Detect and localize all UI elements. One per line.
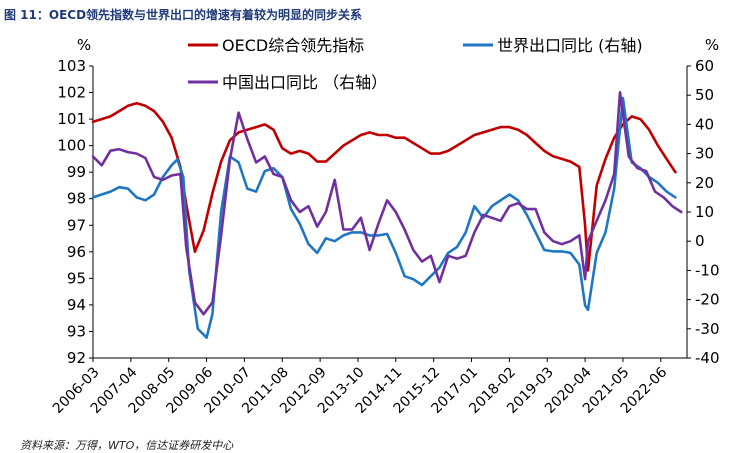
figure-title: 图 11：OECD领先指数与世界出口的增速有着较为明显的同步关系 [4, 8, 363, 22]
series-group [91, 91, 683, 339]
right-axis-tick-label: 0 [695, 232, 705, 250]
legend-world-export-label: 世界出口同比 (右轴) [497, 36, 643, 55]
left-axis-tick-label: 98 [67, 190, 86, 208]
right-axis-tick-label: 60 [695, 57, 714, 75]
right-axis-unit: % [705, 36, 719, 54]
figure-source: 资料来源：万得，WTO，信达证券研发中心 [20, 439, 234, 452]
left-axis-tick-label: 94 [67, 296, 86, 314]
left-axis-tick-label: 95 [67, 269, 86, 287]
left-axis-tick-label: 97 [67, 216, 86, 234]
right-axis-tick-label: 30 [695, 145, 714, 163]
legend-group: OECD综合领先指标 世界出口同比 (右轴) 中国出口同比 （右轴） [188, 36, 643, 92]
left-axis-tick-label: 92 [67, 349, 86, 367]
world-export-yoy-line [91, 96, 677, 339]
right-axis-tick-label: -40 [695, 349, 720, 367]
left-axis-tick-label: 96 [67, 243, 86, 261]
right-axis-tick-label: -20 [695, 291, 720, 309]
left-axis-tick-label: 99 [67, 163, 86, 181]
right-axis-tick-label: -10 [695, 261, 720, 279]
china-export-yoy-line [91, 91, 683, 316]
right-axis-tick-label: -30 [695, 320, 720, 338]
legend-oecd-label: OECD综合领先指标 [222, 36, 364, 55]
right-axis-tick-label: 50 [695, 86, 714, 104]
legend-china-export-label: 中国出口同比 （右轴） [222, 73, 387, 92]
left-axis-tick-label: 93 [67, 322, 86, 340]
left-axis-tick-label: 102 [57, 84, 86, 102]
left-axis-unit: % [77, 36, 91, 54]
right-axis-tick-label: 10 [695, 203, 714, 221]
left-axis-tick-label: 103 [57, 57, 86, 75]
left-axis-tick-label: 101 [57, 110, 86, 128]
right-axis-tick-label: 20 [695, 174, 714, 192]
right-axis-tick-label: 40 [695, 115, 714, 133]
left-axis-tick-label: 100 [57, 137, 86, 155]
oecd-leading-index-line [91, 101, 677, 272]
